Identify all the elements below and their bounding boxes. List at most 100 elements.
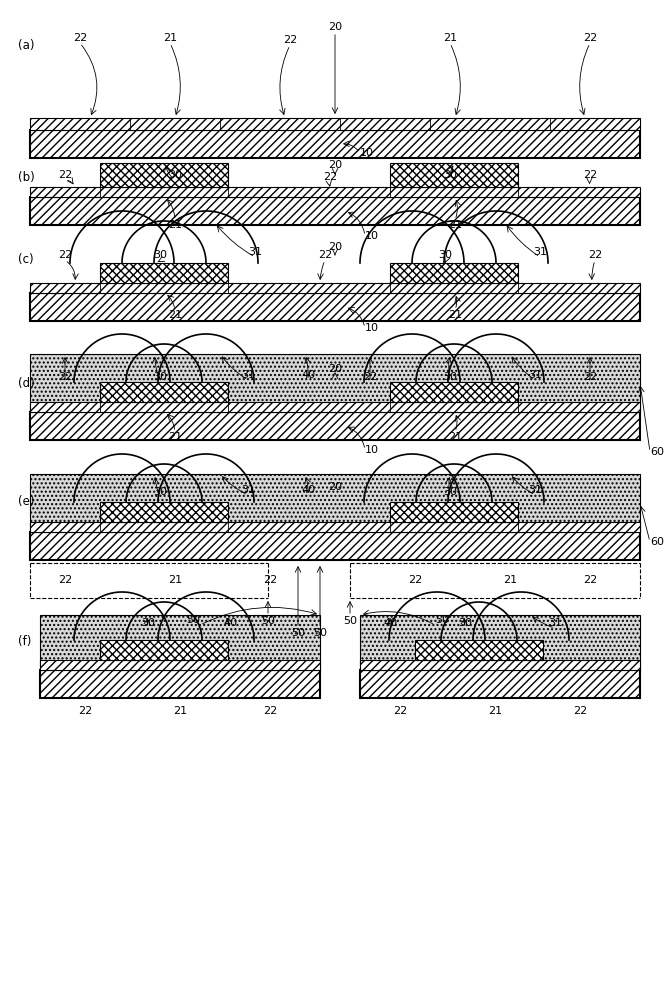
- Text: 22: 22: [583, 372, 597, 382]
- Bar: [390, 263, 518, 283]
- Text: 22: 22: [58, 372, 72, 382]
- Text: 20: 20: [328, 242, 342, 252]
- Text: (c): (c): [18, 253, 34, 266]
- Text: 22: 22: [583, 575, 597, 585]
- Text: 22: 22: [58, 250, 72, 260]
- Bar: [30, 118, 640, 130]
- Bar: [30, 293, 640, 321]
- Text: 30: 30: [153, 372, 167, 382]
- Bar: [100, 640, 228, 660]
- Text: 30: 30: [141, 618, 155, 628]
- Text: 21: 21: [173, 706, 187, 716]
- Text: 31: 31: [528, 485, 542, 495]
- Text: 10: 10: [365, 323, 379, 333]
- Text: 21: 21: [168, 432, 182, 442]
- Text: 30: 30: [443, 372, 457, 382]
- Text: 50: 50: [313, 628, 327, 638]
- Text: (a): (a): [18, 38, 34, 51]
- Text: 30: 30: [443, 487, 457, 497]
- Bar: [30, 522, 640, 532]
- Bar: [390, 382, 518, 402]
- Text: 21: 21: [443, 33, 457, 43]
- Bar: [360, 615, 640, 670]
- Bar: [100, 263, 228, 283]
- Bar: [30, 532, 640, 560]
- Text: 40: 40: [223, 618, 237, 628]
- Text: 20: 20: [328, 22, 342, 32]
- Text: 60: 60: [650, 447, 664, 457]
- Bar: [415, 640, 543, 660]
- Text: 22: 22: [573, 706, 587, 716]
- Bar: [30, 412, 640, 440]
- Text: (e): (e): [18, 495, 34, 508]
- Text: 30: 30: [438, 250, 452, 260]
- Bar: [40, 615, 320, 670]
- Text: 21: 21: [448, 310, 462, 320]
- Text: 22: 22: [583, 33, 597, 43]
- Bar: [30, 402, 640, 412]
- Text: (d): (d): [18, 376, 35, 389]
- Text: 21: 21: [168, 575, 182, 585]
- Text: 22: 22: [588, 250, 602, 260]
- Text: 50: 50: [261, 616, 275, 626]
- Text: 31: 31: [548, 618, 562, 628]
- Bar: [100, 382, 228, 402]
- Bar: [30, 354, 640, 412]
- Text: (b): (b): [18, 170, 35, 184]
- Text: 21: 21: [488, 706, 502, 716]
- Text: 22: 22: [363, 372, 377, 382]
- Text: 60: 60: [650, 537, 664, 547]
- Text: 22: 22: [73, 33, 87, 43]
- Text: 22: 22: [408, 575, 422, 585]
- Text: 22: 22: [323, 172, 337, 182]
- Text: 22: 22: [318, 250, 332, 260]
- Text: 21: 21: [503, 575, 517, 585]
- Text: 30: 30: [153, 250, 167, 260]
- Bar: [360, 670, 640, 698]
- Text: 50: 50: [291, 628, 305, 638]
- Text: 22: 22: [263, 575, 277, 585]
- Text: 22: 22: [58, 575, 72, 585]
- Text: 22: 22: [58, 170, 72, 180]
- Text: 31: 31: [533, 247, 547, 257]
- Bar: [30, 130, 640, 158]
- Text: 21: 21: [448, 432, 462, 442]
- Bar: [100, 163, 228, 187]
- Text: 22: 22: [263, 706, 277, 716]
- Bar: [100, 502, 228, 522]
- Text: 30: 30: [458, 618, 472, 628]
- Text: 21: 21: [448, 220, 462, 230]
- Bar: [40, 670, 320, 698]
- Text: (f): (f): [18, 636, 31, 648]
- Text: 20: 20: [328, 364, 342, 374]
- Text: 21: 21: [168, 220, 182, 230]
- Text: 20: 20: [328, 160, 342, 170]
- Text: 10: 10: [365, 445, 379, 455]
- Bar: [30, 283, 640, 293]
- Text: 21: 21: [163, 33, 177, 43]
- Text: 50: 50: [435, 615, 449, 625]
- Text: 40: 40: [383, 618, 397, 628]
- Text: 31: 31: [241, 370, 255, 380]
- Text: 22: 22: [583, 170, 597, 180]
- Text: 10: 10: [360, 148, 374, 158]
- Text: 20: 20: [328, 482, 342, 492]
- Text: 22: 22: [393, 706, 407, 716]
- Text: 31: 31: [528, 370, 542, 380]
- Text: 10: 10: [365, 231, 379, 241]
- Text: 50: 50: [343, 616, 357, 626]
- Text: 21: 21: [168, 310, 182, 320]
- Text: 50: 50: [186, 615, 200, 625]
- Text: 30: 30: [443, 170, 457, 180]
- Text: 40: 40: [301, 485, 315, 495]
- Text: 31: 31: [241, 485, 255, 495]
- Text: 30: 30: [153, 487, 167, 497]
- Bar: [30, 474, 640, 532]
- Bar: [360, 660, 640, 670]
- Text: 31: 31: [248, 247, 262, 257]
- Bar: [40, 660, 320, 670]
- Text: 22: 22: [78, 706, 92, 716]
- Bar: [30, 187, 640, 197]
- Text: 22: 22: [283, 35, 297, 45]
- Text: 40: 40: [301, 370, 315, 380]
